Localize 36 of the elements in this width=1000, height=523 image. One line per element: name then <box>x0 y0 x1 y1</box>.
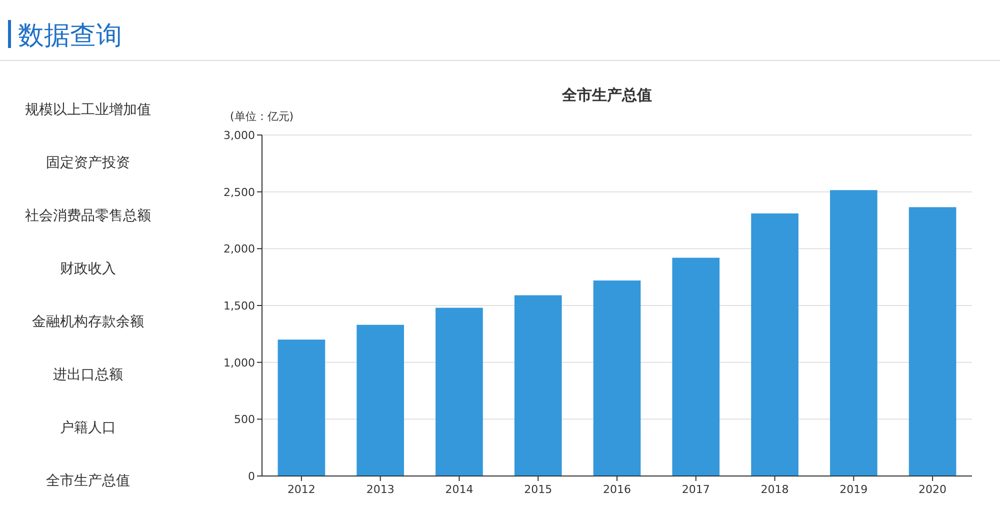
chart-title: 全市生产总值 <box>561 86 652 104</box>
text: 社会消费品零售总额 <box>25 208 151 224</box>
y-axis-title: (单位：亿元) <box>230 110 294 123</box>
text: 金融机构存款余额 <box>32 314 144 330</box>
text: 户籍人口 <box>60 420 116 436</box>
text: 财政收入 <box>60 261 116 277</box>
y-tick-label: 0 <box>248 470 255 483</box>
bar <box>830 190 878 476</box>
y-tick-label: 2,500 <box>224 186 255 199</box>
x-tick-label: 2018 <box>760 483 789 496</box>
text: 固定资产投资 <box>46 155 130 171</box>
bar <box>751 213 798 476</box>
text: 全市生产总值 <box>46 473 130 489</box>
bar <box>908 207 956 476</box>
text: 数据查询 <box>18 21 122 51</box>
y-tick-label: 500 <box>234 413 255 426</box>
x-tick-label: 2012 <box>287 483 316 496</box>
bar <box>672 258 720 476</box>
x-tick-label: 2014 <box>445 483 474 496</box>
bar <box>356 324 404 476</box>
text: 进出口总额 <box>53 367 123 383</box>
bar <box>514 295 562 476</box>
x-tick-label: 2015 <box>524 483 552 496</box>
x-tick-label: 2017 <box>682 483 710 496</box>
bar <box>436 308 483 476</box>
y-tick-label: 3,000 <box>224 129 255 142</box>
x-tick-label: 2013 <box>366 483 394 496</box>
y-tick-label: 2,000 <box>224 242 255 256</box>
x-tick-label: 2016 <box>603 483 631 496</box>
bar <box>593 280 641 476</box>
x-tick-label: 2020 <box>918 483 947 496</box>
x-tick-label: 2019 <box>840 483 868 496</box>
y-tick-label: 1,000 <box>224 356 255 370</box>
text: 规模以上工业增加值 <box>25 102 151 118</box>
bar <box>278 340 326 476</box>
y-tick-label: 1,500 <box>224 300 255 312</box>
